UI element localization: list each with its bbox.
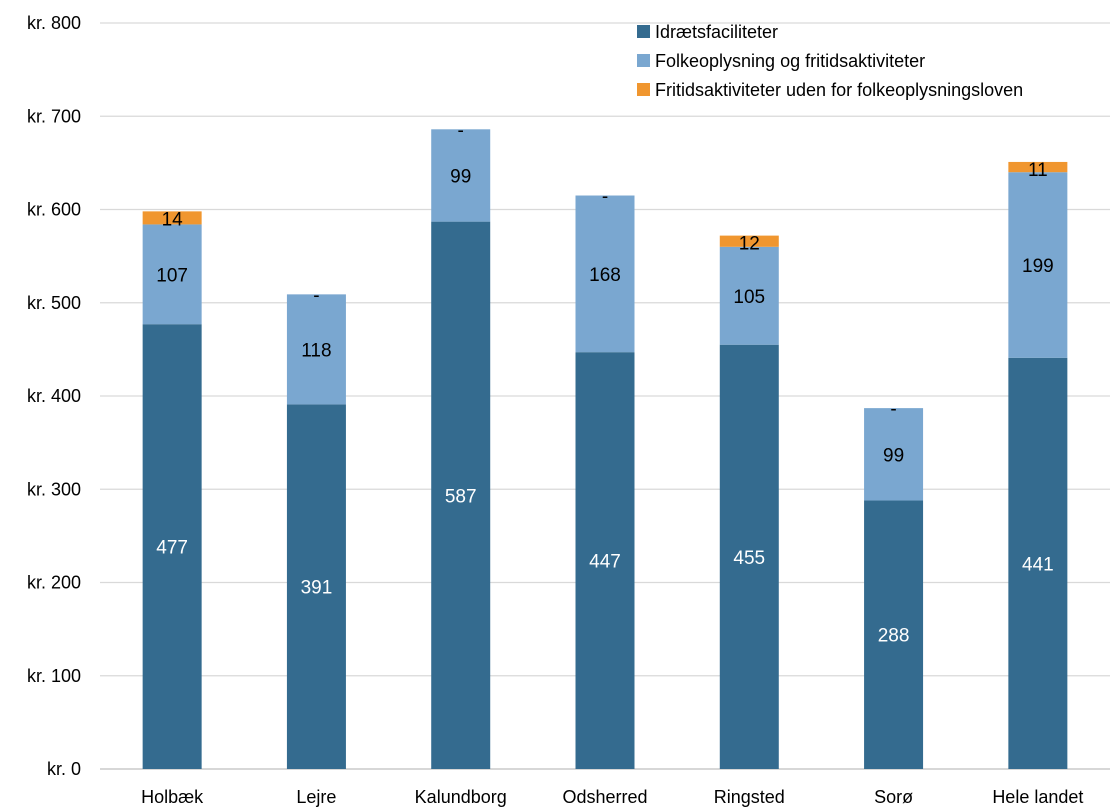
bar-segment [286,404,346,769]
legend: Idrætsfaciliteter Folkeoplysning og friti… [637,22,1023,100]
y-tick-label: kr. 200 [27,573,81,593]
legend-label: Folkeoplysning og fritidsaktiviteter [655,51,925,71]
bar-segment [864,500,924,769]
category-label: Hele landet [992,787,1083,807]
bar-segment [431,221,491,769]
y-tick-label: kr. 100 [27,666,81,686]
data-label: 199 [1022,256,1054,277]
data-label: - [602,187,608,208]
data-label: 587 [445,486,477,507]
data-label: 12 [739,234,760,255]
bar-segment [575,195,635,353]
bar-segment [719,344,779,769]
data-label: 168 [589,265,621,286]
data-label: 99 [883,445,904,466]
y-tick-label: kr. 800 [27,13,81,33]
bar-segment [142,224,202,325]
bar-segment [575,352,635,769]
category-label: Holbæk [141,787,204,807]
bar-segment [142,324,202,769]
data-label: - [458,120,464,141]
bar-segment [1008,172,1068,358]
data-label: 441 [1022,554,1054,575]
data-label: 288 [878,626,910,647]
category-label: Sorø [874,787,913,807]
category-label: Lejre [296,787,336,807]
y-axis-tick-labels: kr. 0 kr. 100 kr. 200 kr. 300 kr. 400 kr. 500… [27,13,81,779]
bar-segment [286,294,346,405]
y-tick-label: kr. 600 [27,200,81,220]
legend-label: Idrætsfaciliteter [655,22,778,42]
data-label: 107 [156,265,188,286]
data-label: - [890,399,896,420]
y-tick-label: kr. 400 [27,386,81,406]
y-tick-label: kr. 300 [27,479,81,499]
data-label: 391 [301,578,333,599]
bar-segment [142,211,202,225]
data-labels: 477 107 14 391 118 - 587 99 - 447 168 - 455 105 12 288 9… [156,120,1053,646]
bar-segment [719,246,779,345]
y-tick-label: kr. 700 [27,106,81,126]
category-labels: Holbæk Lejre Kalundborg Odsherred Ringsted So… [141,787,1083,807]
legend-label: Fritidsaktiviteter uden for folkeoplysni… [655,80,1023,100]
legend-swatch [637,83,650,96]
category-label: Odsherred [562,787,647,807]
y-tick-label: kr. 500 [27,293,81,313]
bar-segment [719,235,779,247]
bar-segment [864,408,924,501]
category-label: Ringsted [714,787,785,807]
category-label: Kalundborg [415,787,507,807]
bar-segment [1008,161,1068,173]
data-label: 447 [589,552,621,573]
bar-segment [431,129,491,222]
bars [142,129,1068,769]
legend-swatch [637,25,650,38]
data-label: 477 [156,538,188,559]
bar-segment [1008,357,1068,769]
data-label: 455 [733,548,765,569]
y-tick-label: kr. 0 [47,759,81,779]
data-label: 118 [301,340,331,361]
legend-swatch [637,54,650,67]
data-label: 105 [733,287,765,308]
data-label: - [313,285,319,306]
data-label: 11 [1028,160,1048,181]
data-label: 99 [450,166,471,187]
data-label: 14 [162,209,184,230]
